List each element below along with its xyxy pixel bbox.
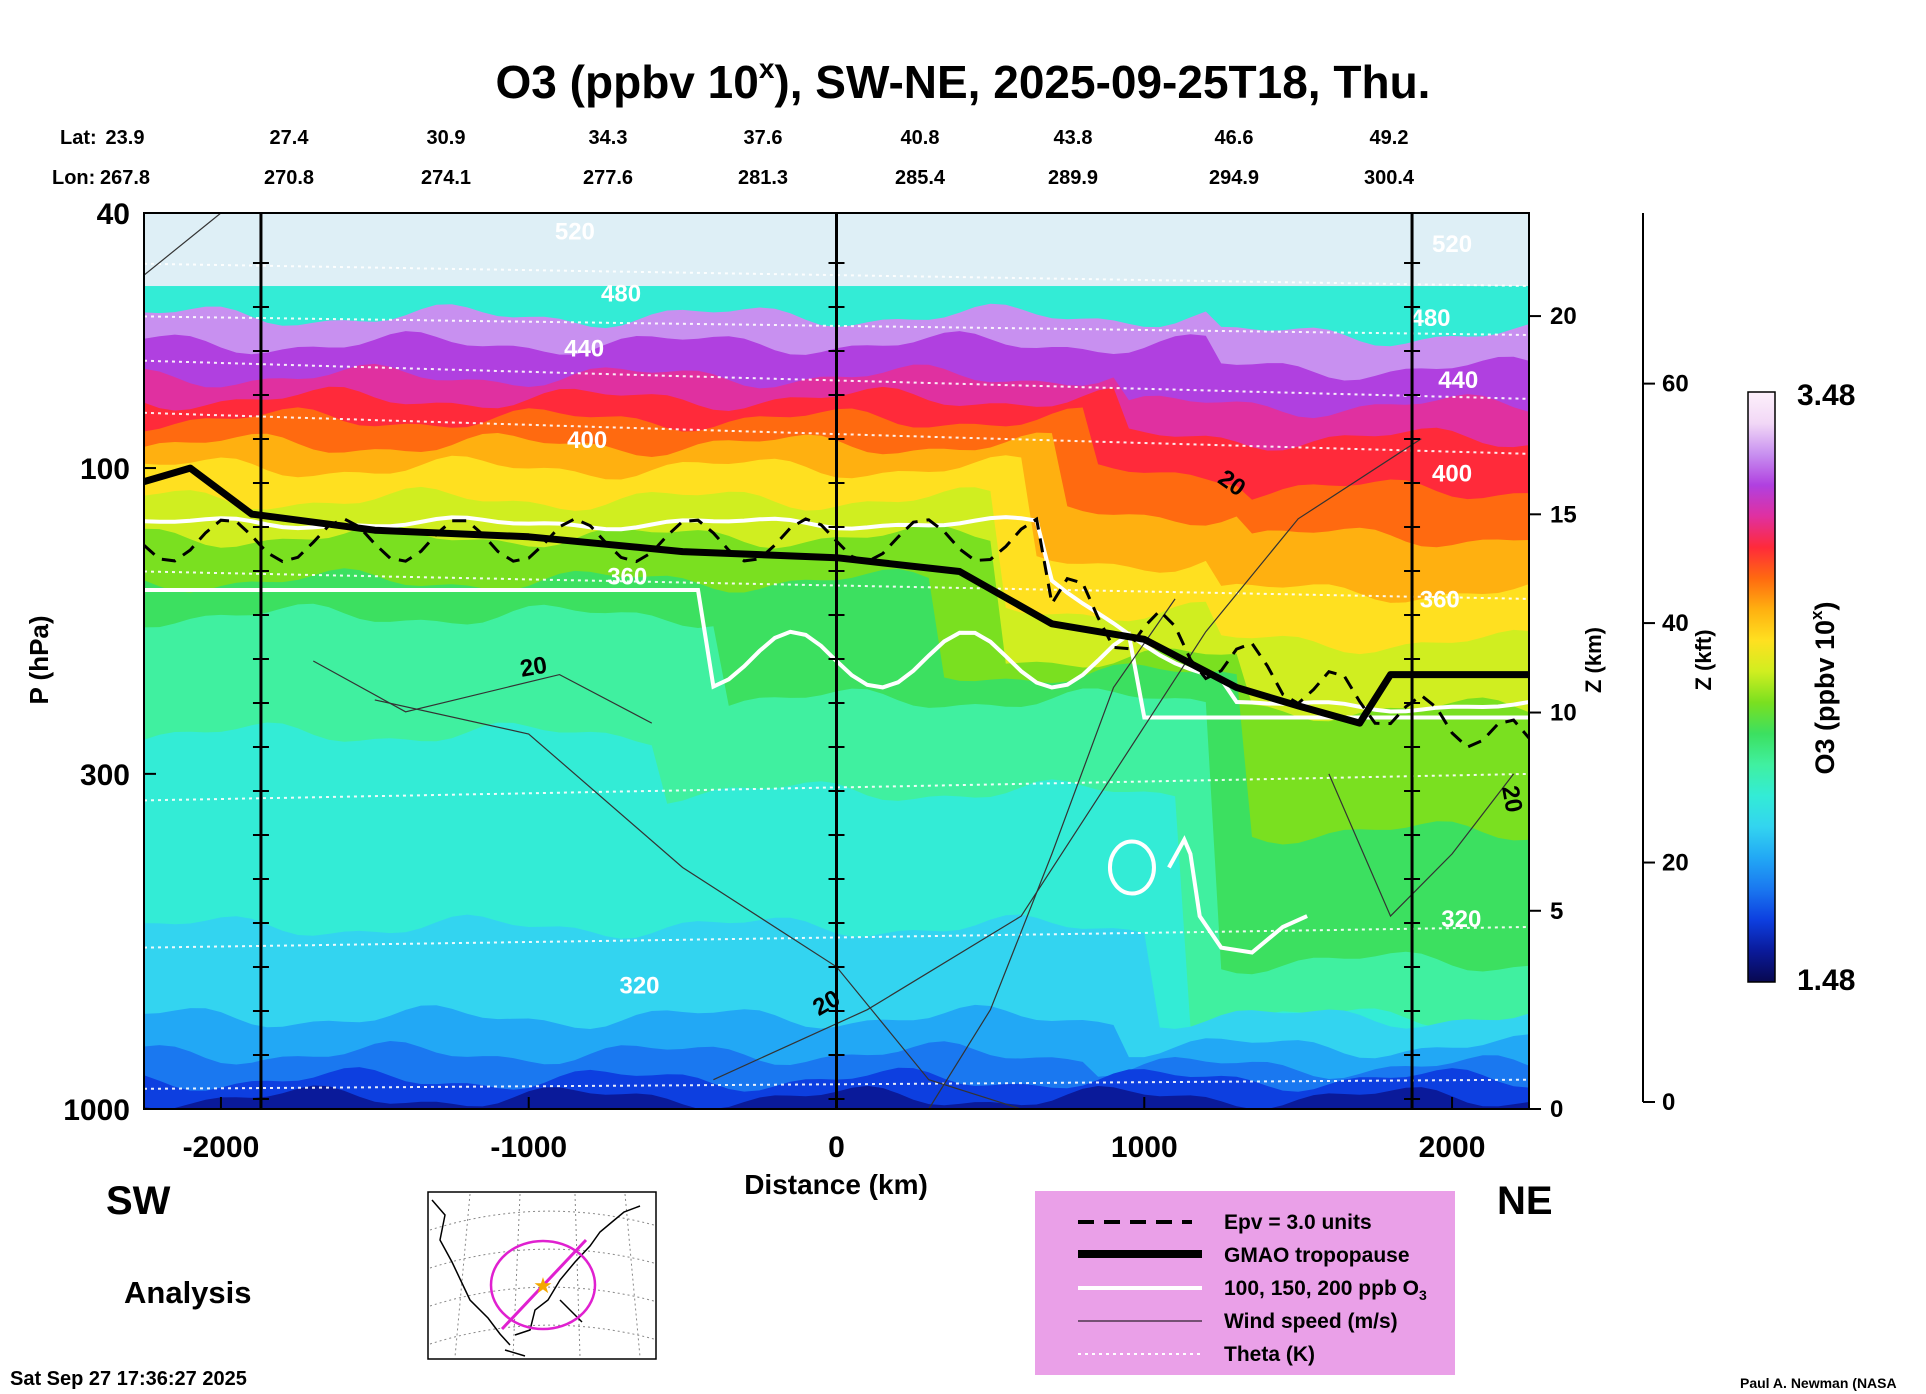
z-kft-tick-label: 40	[1662, 610, 1689, 637]
lon-value: 277.6	[583, 167, 633, 189]
theta-label: 360	[1420, 586, 1460, 613]
colorbar	[1747, 391, 1776, 983]
colorbar-min: 1.48	[1797, 964, 1855, 997]
z-km-tick-label: 0	[1550, 1096, 1563, 1123]
z-km-tick-label: 5	[1550, 898, 1563, 925]
map-coastline	[431, 1199, 641, 1357]
lon-value: 300.4	[1364, 167, 1415, 189]
wind-contour	[144, 213, 222, 276]
theta-label: 360	[607, 564, 647, 591]
theta-label: 520	[1432, 231, 1472, 258]
x-tick-label: -2000	[183, 1131, 260, 1164]
theta-label: 400	[567, 427, 607, 454]
z-kft-title: Z (kft)	[1691, 629, 1716, 690]
timestamp: Sat Sep 27 17:36:27 2025	[10, 1368, 247, 1390]
lat-value: 27.4	[270, 127, 310, 149]
lon-value: 294.9	[1209, 167, 1259, 189]
contour-lines: 520 480 440 400 360 320 520 480 440 400 360 320 20 20…	[144, 213, 1529, 1109]
legend-label-wind: Wind speed (m/s)	[1224, 1310, 1398, 1333]
z-km-tick-label: 10	[1550, 700, 1577, 727]
map-graticule	[429, 1193, 655, 1358]
wind-contour	[928, 598, 1176, 1109]
theta-label: 480	[601, 281, 641, 308]
lon-value: 267.8	[100, 167, 150, 189]
lon-label: Lon:	[52, 167, 95, 189]
legend: Epv = 3.0 units GMAO tropopause 100, 150…	[1035, 1191, 1455, 1375]
y-tick-label: 100	[80, 453, 130, 486]
legend-label-ozone: 100, 150, 200 ppb O3	[1224, 1277, 1427, 1303]
map-section-line	[500, 1238, 588, 1331]
sw-label: SW	[106, 1179, 171, 1223]
credit: Paul A. Newman (NASA	[1740, 1375, 1897, 1391]
lat-value: 46.6	[1215, 127, 1254, 149]
z-kft-tick-label: 20	[1662, 850, 1689, 877]
wind-label: 20	[518, 652, 549, 683]
y-tick-label: 300	[80, 759, 130, 792]
y-axis-title: P (hPa)	[24, 615, 54, 704]
z-kft-tick-label: 0	[1662, 1089, 1675, 1116]
legend-label-epv: Epv = 3.0 units	[1224, 1211, 1372, 1234]
z-km-tick-label: 20	[1550, 303, 1577, 330]
y-tick-label: 40	[97, 198, 130, 231]
wind-contour	[1328, 773, 1515, 918]
x-axis-title: Distance (km)	[744, 1169, 928, 1200]
chart-title: O3 (ppbv 10x), SW-NE, 2025-09-25T18, Thu…	[496, 53, 1431, 108]
section-markers	[252, 213, 1421, 1109]
legend-label-theta: Theta (K)	[1224, 1343, 1315, 1366]
wind-contour	[713, 438, 1422, 1081]
theta-label: 520	[555, 219, 595, 246]
theta-label: 440	[1438, 367, 1478, 394]
tropopause-line	[144, 464, 1529, 727]
theta-label: 320	[1441, 906, 1481, 933]
map-center-star: ★	[533, 1273, 553, 1298]
lon-value: 274.1	[421, 167, 471, 189]
wind-label: 20	[1496, 784, 1527, 815]
lon-value: 285.4	[895, 167, 946, 189]
z-km-title: Z (km)	[1581, 627, 1606, 693]
lat-label: Lat:	[60, 127, 97, 149]
theta-label: 320	[619, 972, 659, 999]
y-tick-label: 1000	[63, 1094, 130, 1127]
lat-value: 49.2	[1370, 127, 1409, 149]
lat-value: 30.9	[427, 127, 466, 149]
wind-contour	[313, 660, 653, 724]
lon-value: 281.3	[738, 167, 788, 189]
lon-value: 289.9	[1048, 167, 1098, 189]
lat-value: 40.8	[901, 127, 940, 149]
lon-value: 270.8	[264, 167, 314, 189]
lat-value: 34.3	[589, 127, 628, 149]
lat-value: 37.6	[744, 127, 783, 149]
analysis-label: Analysis	[124, 1275, 252, 1310]
theta-label: 440	[564, 336, 604, 363]
latlon-header: 23.9 27.4 30.9 34.3 37.6 40.8 43.8 46.6 49.2 267.…	[100, 127, 1415, 189]
lat-value: 23.9	[106, 127, 145, 149]
z-kft-tick-label: 60	[1662, 371, 1689, 398]
z-km-tick-label: 15	[1550, 501, 1577, 528]
theta-label: 480	[1410, 305, 1450, 332]
theta-label: 400	[1432, 461, 1472, 488]
axes: -2000 -1000 0 1000 2000 40 100 300 1000 20 15 10 5 0 6…	[63, 198, 1688, 1164]
x-tick-label: -1000	[490, 1131, 567, 1164]
lat-value: 43.8	[1054, 127, 1093, 149]
map-ring	[489, 1239, 597, 1331]
colorbar-title: O3 (ppbv 10x)	[1807, 601, 1840, 774]
ozone-contour	[1167, 835, 1308, 955]
x-tick-label: 1000	[1111, 1131, 1178, 1164]
colorbar-max: 3.48	[1797, 379, 1855, 412]
ne-label: NE	[1497, 1179, 1553, 1223]
legend-label-tropopause: GMAO tropopause	[1224, 1244, 1410, 1267]
x-tick-label: 2000	[1419, 1131, 1486, 1164]
ozone-contour-loop	[1107, 839, 1156, 896]
x-tick-label: 0	[828, 1131, 845, 1164]
locator-map: ★	[427, 1191, 657, 1360]
